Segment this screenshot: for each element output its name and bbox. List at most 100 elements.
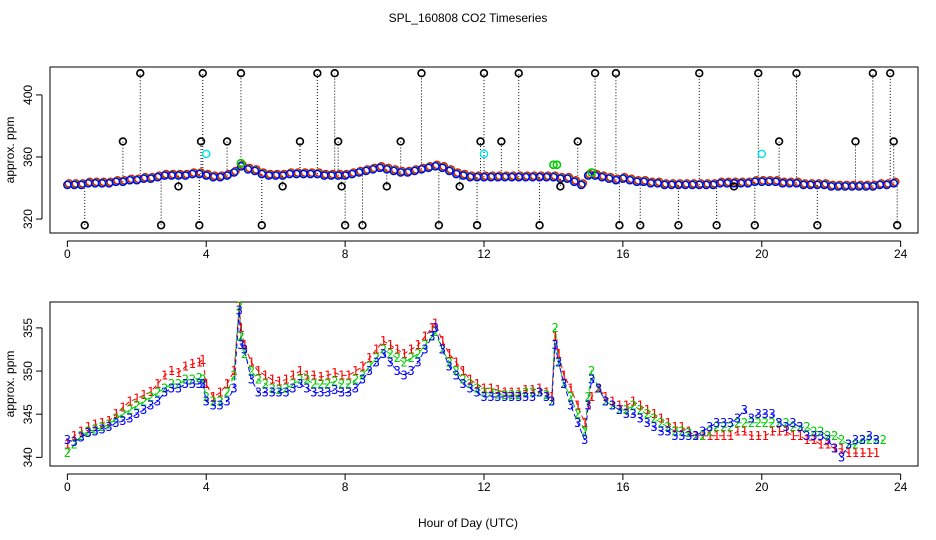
green-point xyxy=(236,158,246,168)
y-tick-label: 320 xyxy=(21,209,35,229)
series-2-marker: 2 xyxy=(817,424,824,438)
series-2-marker: 2 xyxy=(466,377,473,391)
series-1-marker: 1 xyxy=(866,446,873,460)
series-2-marker: 2 xyxy=(585,390,592,404)
series-1-point xyxy=(446,165,456,174)
series-2-marker: 2 xyxy=(262,377,269,391)
series-1-marker: 1 xyxy=(466,373,473,387)
spike-point xyxy=(868,69,878,78)
series-3-marker: 3 xyxy=(331,383,338,397)
series-3-marker: 3 xyxy=(85,426,92,440)
series-3-marker: 3 xyxy=(196,377,203,391)
series-1-marker: 1 xyxy=(644,403,651,417)
series-2-marker: 2 xyxy=(140,394,147,408)
series-2-marker: 2 xyxy=(78,429,85,443)
spike-point xyxy=(792,69,801,78)
series-2-marker: 2 xyxy=(616,403,623,417)
y-tick-label: 400 xyxy=(21,85,35,105)
series-3-marker: 3 xyxy=(276,386,283,400)
series-3-marker: 3 xyxy=(555,355,562,369)
series-3-marker: 3 xyxy=(223,394,230,408)
spike-point xyxy=(774,137,784,146)
spike-point xyxy=(886,69,895,78)
series-2-marker: 2 xyxy=(126,403,133,417)
series-3-marker: 3 xyxy=(112,416,119,430)
series-3-marker: 3 xyxy=(852,433,859,447)
series-2-marker: 2 xyxy=(699,429,706,443)
series-3-marker: 3 xyxy=(394,364,401,378)
series-2-marker: 2 xyxy=(552,321,559,335)
spike-point xyxy=(611,69,621,78)
series-2-marker: 2 xyxy=(574,407,581,421)
series-3-marker: 3 xyxy=(515,390,522,404)
series-3-marker: 3 xyxy=(588,373,595,387)
series-1-marker: 1 xyxy=(637,399,644,413)
series-2-marker: 2 xyxy=(803,420,810,434)
series-3-marker: 3 xyxy=(866,429,873,443)
spike-point xyxy=(472,221,482,230)
series-3-marker: 3 xyxy=(119,414,126,428)
series-3-marker: 3 xyxy=(651,420,658,434)
series-3-marker: 3 xyxy=(71,435,78,449)
series-3-marker: 3 xyxy=(602,394,609,408)
series-1-marker: 1 xyxy=(203,377,210,391)
series-2-marker: 2 xyxy=(199,373,206,387)
spike-point xyxy=(330,69,339,78)
series-3-marker: 3 xyxy=(713,416,720,430)
series-1-marker: 1 xyxy=(196,355,203,369)
series-1-marker: 1 xyxy=(366,351,373,365)
series-1-marker: 1 xyxy=(147,385,154,399)
series-2-marker: 2 xyxy=(453,364,460,378)
series-2-marker: 2 xyxy=(755,416,762,430)
series-2-marker: 2 xyxy=(282,381,289,395)
series-3-marker: 3 xyxy=(657,424,664,438)
series-1-marker: 1 xyxy=(119,400,126,414)
series-3-marker: 3 xyxy=(105,420,112,434)
series-1-marker: 1 xyxy=(126,394,133,408)
series-3-marker: 3 xyxy=(230,381,237,395)
series-2-marker: 2 xyxy=(769,416,776,430)
series-1-marker: 1 xyxy=(727,429,734,443)
series-1-marker: 1 xyxy=(831,442,838,456)
series-1-marker: 1 xyxy=(394,342,401,356)
series-2-marker: 2 xyxy=(548,394,555,408)
series-2-marker: 2 xyxy=(480,386,487,400)
y-tick-label: 350 xyxy=(21,361,35,381)
series-1-marker: 1 xyxy=(262,368,269,382)
series-1-marker: 1 xyxy=(161,368,168,382)
series-1-marker: 1 xyxy=(453,355,460,369)
series-2-marker: 2 xyxy=(651,412,658,426)
spike-point xyxy=(590,69,600,78)
series-1-marker: 1 xyxy=(859,446,866,460)
series-3-marker: 3 xyxy=(345,386,352,400)
series-1-marker: 1 xyxy=(796,429,803,443)
spike-point xyxy=(750,221,760,230)
series-1-marker: 1 xyxy=(567,381,574,395)
x-axis-label: Hour of Day (UTC) xyxy=(418,516,518,530)
series-3-marker: 3 xyxy=(473,386,480,400)
series-3-marker: 3 xyxy=(536,386,543,400)
series-2-marker: 2 xyxy=(414,347,421,361)
series-2-marker: 2 xyxy=(317,377,324,391)
series-1-marker: 1 xyxy=(439,334,446,348)
series-2-marker: 2 xyxy=(203,390,210,404)
series-3-marker: 3 xyxy=(147,399,154,413)
series-2-marker: 2 xyxy=(241,347,248,361)
cyan-point xyxy=(479,149,489,159)
spike-point xyxy=(754,69,763,78)
series-3-marker: 3 xyxy=(432,321,439,335)
series-2-marker: 2 xyxy=(432,325,439,339)
x-tick-label: 16 xyxy=(616,480,630,494)
series-3-marker: 3 xyxy=(789,416,796,430)
series-1-marker: 1 xyxy=(140,388,147,402)
series-3-marker: 3 xyxy=(741,403,748,417)
y-tick-label: 340 xyxy=(21,447,35,467)
spike-point xyxy=(257,221,266,230)
spike-point xyxy=(455,182,464,191)
series-2-marker: 2 xyxy=(859,433,866,447)
series-3-marker: 3 xyxy=(133,407,140,421)
spike-point xyxy=(196,137,206,146)
series-3-marker: 3 xyxy=(727,416,734,430)
series-1-marker: 1 xyxy=(852,446,859,460)
